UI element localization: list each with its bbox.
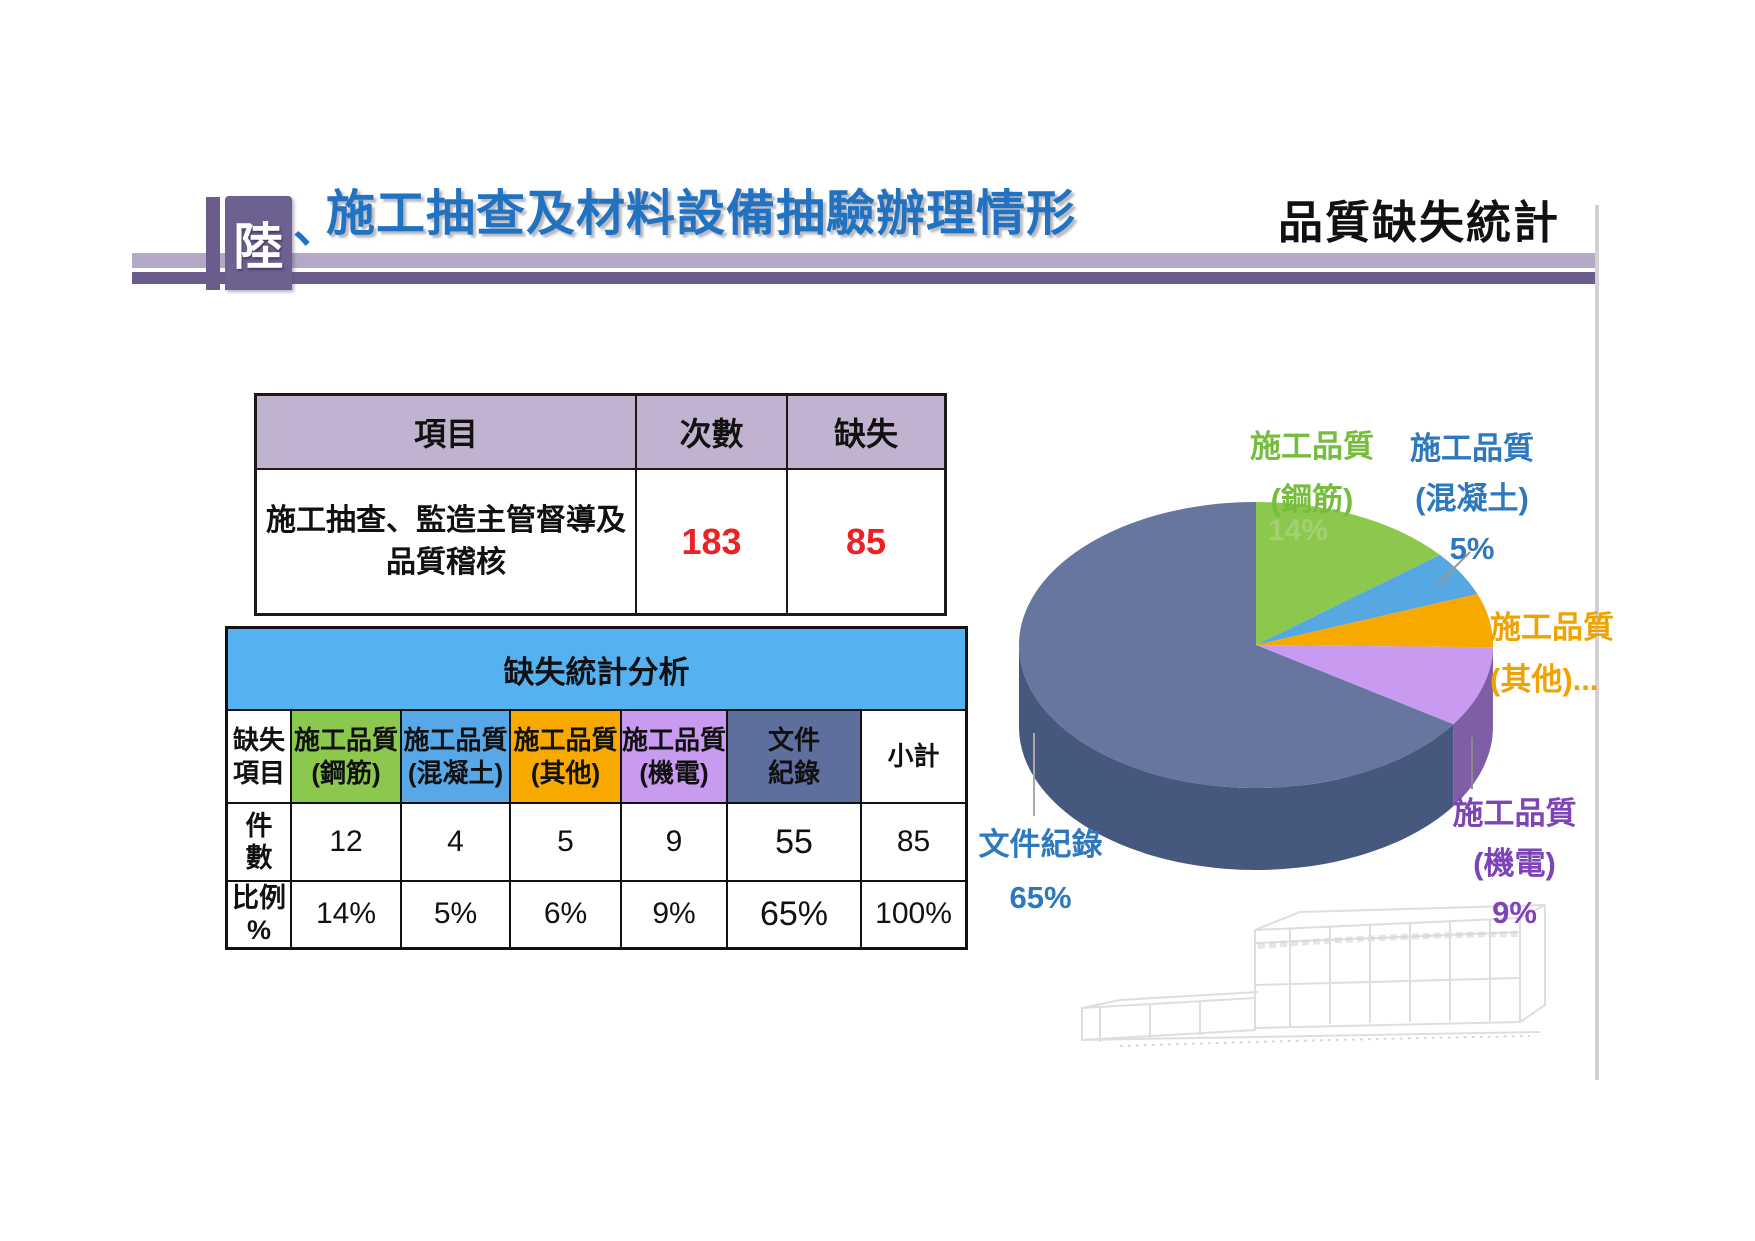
count-other: 5 <box>509 802 622 882</box>
summary-header-item: 項目 <box>254 393 637 470</box>
right-edge-divider <box>1595 205 1599 1080</box>
ratio-document: 65% <box>726 879 863 950</box>
analysis-header-document: 文件 紀錄 <box>726 709 863 804</box>
page-title: 施工抽查及材料設備抽驗辦理情形 <box>326 187 1077 241</box>
callout-concrete: 施工品質 (混凝土) 5% <box>1410 431 1534 567</box>
summary-defects-cell: 85 <box>786 468 947 616</box>
analysis-header-other: 施工品質 (其他) <box>509 709 622 804</box>
summary-item-cell: 施工抽查、監造主管督導及品質稽核 <box>254 468 637 616</box>
analysis-header-row: 缺失 項目 施工品質 (鋼筋) 施工品質 (混凝土) 施工品質 (其他) 施工品… <box>225 709 968 804</box>
chart-title: 品質缺失統計 <box>1278 197 1561 248</box>
pie-side-3 <box>1453 647 1493 807</box>
pie-slice-3 <box>1256 645 1493 725</box>
pie-slice-2 <box>1256 593 1494 648</box>
count-document: 55 <box>726 802 863 882</box>
analysis-title-row: 缺失統計分析 <box>225 626 968 711</box>
section-number-label: 陸 <box>233 219 284 275</box>
count-subtotal: 85 <box>860 802 968 882</box>
summary-header-row: 項目 次數 缺失 <box>254 393 947 470</box>
section-number-tab: 陸 <box>225 196 292 290</box>
callout-rebar: 施工品質 (鋼筋) <box>1250 429 1374 518</box>
corner-line2: 項目 <box>232 757 285 788</box>
analysis-header-mep: 施工品質 (機電) <box>619 709 729 804</box>
pie-slice-4 <box>1019 502 1454 788</box>
analysis-count-row: 件 數 12 4 5 9 55 85 <box>225 802 968 882</box>
ratio-concrete: 5% <box>400 879 511 950</box>
summary-header-defects: 缺失 <box>786 393 947 470</box>
analysis-ratio-row: 比例 % 14% 5% 6% 9% 65% 100% <box>225 879 968 950</box>
count-rebar: 12 <box>290 802 402 882</box>
count-mep: 9 <box>619 802 729 882</box>
analysis-table-title: 缺失統計分析 <box>225 626 968 711</box>
analysis-corner-cell: 缺失 項目 <box>225 709 292 804</box>
count-concrete: 4 <box>400 802 511 882</box>
corner-line1: 缺失 <box>232 725 285 755</box>
summary-count-cell: 183 <box>635 468 788 616</box>
summary-header-count: 次數 <box>635 393 788 470</box>
analysis-header-subtotal: 小計 <box>860 709 968 804</box>
ratio-other: 6% <box>509 879 622 950</box>
callout-other: 施工品質 (其他)... <box>1490 610 1614 698</box>
count-row-label: 件 數 <box>225 802 292 882</box>
ratio-rebar: 14% <box>290 879 402 950</box>
callout-mep: 施工品質 (機電) 9% <box>1452 796 1577 931</box>
ratio-subtotal: 100% <box>860 879 968 950</box>
analysis-header-rebar: 施工品質 (鋼筋) <box>290 709 402 804</box>
header-band-dark <box>132 272 1597 284</box>
summary-table: 項目 次數 缺失 施工抽查、監造主管督導及品質稽核 183 85 <box>254 393 947 616</box>
summary-data-row: 施工抽查、監造主管督導及品質稽核 183 85 <box>254 468 947 616</box>
header-pinstripe <box>206 197 220 290</box>
analysis-header-concrete: 施工品質 (混凝土) <box>400 709 511 804</box>
defect-analysis-table: 缺失統計分析 缺失 項目 施工品質 (鋼筋) 施工品質 (混凝土) 施工品質 (… <box>225 626 969 950</box>
callout-leader-lines <box>1033 551 1473 816</box>
header-band-light <box>132 253 1597 268</box>
section-separator: 、 <box>293 200 339 252</box>
callout-rebar-percent: 14% <box>1267 514 1329 547</box>
ratio-mep: 9% <box>619 879 729 950</box>
ratio-row-label: 比例 % <box>225 879 292 950</box>
callout-document: 文件紀錄 65% <box>978 827 1103 916</box>
